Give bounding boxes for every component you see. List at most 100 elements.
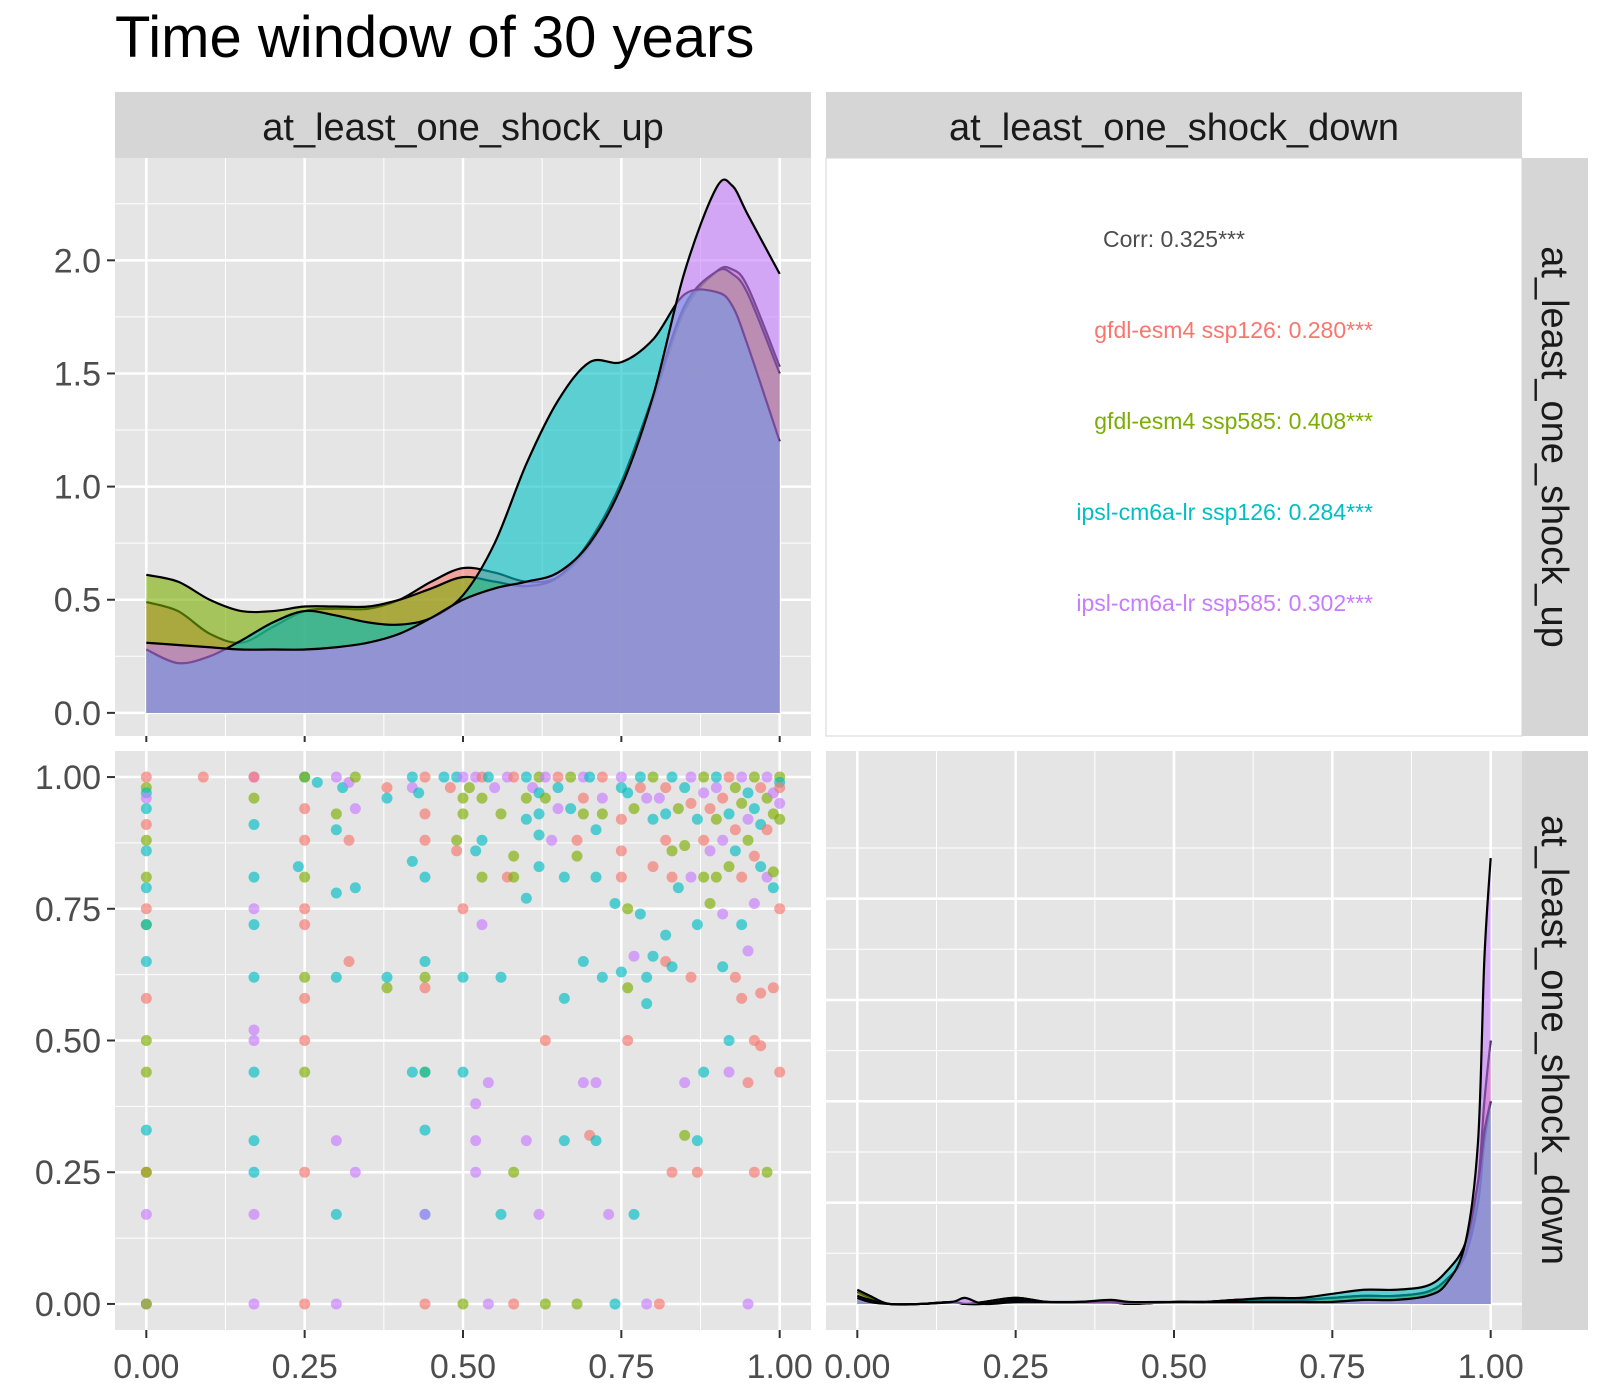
density-up-series xyxy=(145,178,781,713)
scatter-point xyxy=(596,792,608,804)
y-tick-label: 1.5 xyxy=(54,355,101,393)
scatter-point xyxy=(685,797,697,809)
scatter-point xyxy=(140,1035,152,1046)
scatter-point xyxy=(666,845,678,857)
scatter-point xyxy=(710,871,722,883)
x-tick-label: 0.00 xyxy=(113,1348,179,1386)
scatter-point xyxy=(710,813,722,825)
scatter-point xyxy=(736,919,748,931)
scatter-point xyxy=(533,1208,545,1220)
scatter-point xyxy=(539,792,551,804)
scatter-point xyxy=(140,818,152,830)
scatter-point xyxy=(577,1077,589,1089)
scatter-point xyxy=(736,992,748,1004)
scatter-point xyxy=(666,1166,678,1178)
corr-group-4: ipsl-cm6a-lr ssp585: 0.302*** xyxy=(1076,590,1373,616)
scatter-point xyxy=(299,834,311,846)
scatter-point xyxy=(140,1124,152,1136)
x-tick-label: 0.25 xyxy=(983,1348,1049,1386)
y-tick-label: 0.50 xyxy=(35,1023,101,1061)
density-line-4 xyxy=(856,858,1492,1306)
scatter-point xyxy=(653,1298,665,1310)
scatter-point xyxy=(577,792,589,804)
density-line-4 xyxy=(146,178,781,651)
scatter-point xyxy=(641,1298,653,1310)
scatter-point xyxy=(767,982,779,994)
scatter-point xyxy=(647,771,659,783)
x-tick-label: 0.50 xyxy=(430,1348,496,1386)
scatter-point xyxy=(299,903,311,915)
scatter-point xyxy=(729,824,741,836)
scatter-point xyxy=(571,1298,583,1310)
scatter-point xyxy=(615,966,627,978)
scatter-point xyxy=(248,903,260,915)
density-area-4 xyxy=(146,179,780,713)
scatter-point xyxy=(736,871,748,883)
scatter-point xyxy=(774,1066,786,1078)
scatter-point xyxy=(299,771,311,783)
scatter-point xyxy=(717,908,729,920)
scatter-point xyxy=(748,1166,760,1178)
scatter-point xyxy=(140,834,152,846)
scatter-point xyxy=(520,1135,532,1147)
scatter-point xyxy=(666,961,678,973)
scatter-point xyxy=(641,971,653,983)
scatter-point xyxy=(615,845,627,857)
scatter-point xyxy=(419,871,431,883)
scatter-point xyxy=(622,1035,634,1046)
scatter-point xyxy=(647,813,659,825)
scatter-point xyxy=(299,803,311,815)
scatter-point xyxy=(299,1066,311,1078)
strip-label-down: at_least_one_shock_down xyxy=(949,107,1399,149)
scatter-point xyxy=(742,945,754,957)
x-tick-label: 1.00 xyxy=(1458,1348,1524,1386)
scatter-point xyxy=(698,871,710,883)
corr-overall: Corr: 0.325*** xyxy=(1103,226,1245,252)
scatter-point xyxy=(476,834,488,846)
y-tick-label: 2.0 xyxy=(54,242,101,280)
scatter-point xyxy=(349,771,361,783)
scatter-point xyxy=(248,1135,260,1147)
scatter-point xyxy=(248,1298,260,1310)
scatter-points xyxy=(140,771,786,1310)
x-tick-label: 0.75 xyxy=(1299,1348,1365,1386)
scatter-point xyxy=(679,782,691,794)
x-tick-label: 0.50 xyxy=(1141,1348,1207,1386)
scatter-point xyxy=(457,1298,469,1310)
scatter-point xyxy=(330,1298,342,1310)
scatter-point xyxy=(615,813,627,825)
scatter-point xyxy=(571,834,583,846)
scatter-point xyxy=(704,898,716,910)
scatter-point xyxy=(590,1135,602,1147)
scatter-point xyxy=(666,871,678,883)
y-tick-label: 0.75 xyxy=(35,891,101,929)
scatter-point xyxy=(381,982,393,994)
scatter-point xyxy=(603,1208,615,1220)
scatter-point xyxy=(248,792,260,804)
scatter-point xyxy=(647,861,659,873)
scatter-point xyxy=(248,919,260,931)
scatter-point xyxy=(533,808,545,820)
scatter-point xyxy=(299,871,311,883)
scatter-point xyxy=(248,771,260,783)
scatter-point xyxy=(140,1298,152,1310)
scatter-point xyxy=(736,771,748,783)
scatter-point xyxy=(457,792,469,804)
scatter-point xyxy=(349,803,361,815)
scatter-point xyxy=(723,1035,735,1046)
correlation-text: Corr: 0.325*** gfdl-esm4 ssp126: 0.280**… xyxy=(1076,226,1373,616)
scatter-point xyxy=(729,845,741,857)
y-tick-label: 1.0 xyxy=(54,469,101,507)
scatter-point xyxy=(748,771,760,783)
scatter-point xyxy=(299,971,311,983)
scatter-point xyxy=(634,782,646,794)
scatter-point xyxy=(140,803,152,815)
scatter-point xyxy=(691,919,703,931)
scatter-point xyxy=(419,808,431,820)
scatter-point xyxy=(495,808,507,820)
scatter-point xyxy=(755,861,767,873)
axis-ticks: 0.0 0.5 1.0 1.5 2.0 0.00 0.25 0.50 0.75 1.00 0.00 0… xyxy=(35,242,1524,1386)
scatter-point xyxy=(533,861,545,873)
scatter-point xyxy=(577,808,589,820)
scatter-point xyxy=(691,1166,703,1178)
